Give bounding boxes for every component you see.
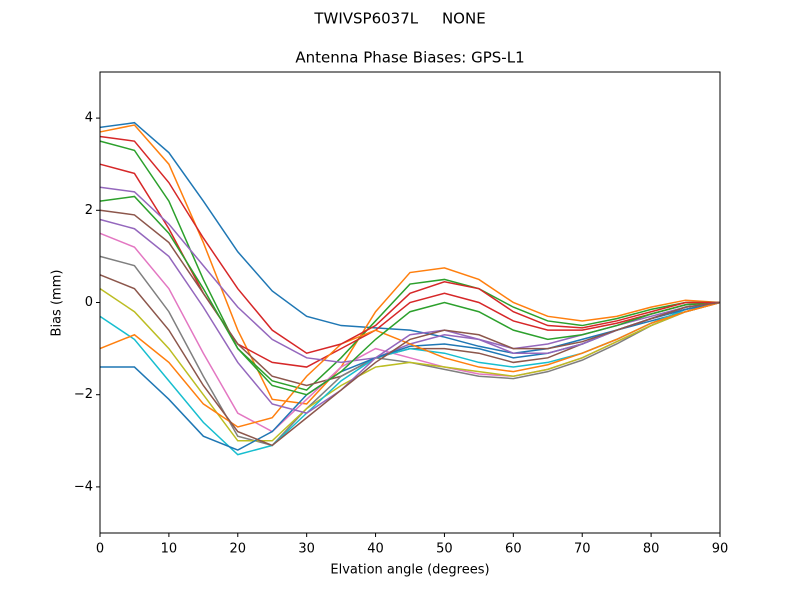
- series-line: [99, 140, 720, 391]
- x-tick-label: 60: [505, 542, 522, 557]
- y-tick-label: −4: [74, 479, 93, 494]
- chart-title: Antenna Phase Biases: GPS-L1: [295, 49, 524, 67]
- x-tick-label: 90: [712, 542, 729, 557]
- plot-frame: [99, 71, 721, 534]
- series-line: [99, 209, 721, 387]
- series-line: [99, 288, 721, 442]
- x-tick-label: 40: [367, 542, 384, 557]
- series-line: [99, 232, 721, 433]
- x-tick-label: 10: [161, 542, 178, 557]
- series-line: [99, 135, 720, 355]
- series-line: [100, 301, 721, 451]
- y-tick-label: −2: [74, 387, 93, 402]
- series-line: [99, 124, 721, 405]
- x-axis-label: Elvation angle (degrees): [330, 563, 489, 578]
- x-tick-label: 50: [436, 542, 453, 557]
- suptitle: TWIVSP6037L NONE: [313, 10, 485, 28]
- x-tick-label: 0: [96, 542, 104, 557]
- x-tick-label: 30: [298, 542, 315, 557]
- y-axis-label: Bias (mm): [50, 270, 65, 337]
- y-tick-label: 4: [85, 111, 93, 126]
- x-tick-label: 20: [230, 542, 247, 557]
- x-tick-label: 70: [574, 542, 591, 557]
- series-line: [99, 301, 721, 456]
- x-tick-label: 80: [643, 542, 660, 557]
- series-line: [99, 274, 721, 447]
- series-line: [99, 195, 721, 396]
- y-tick-label: 2: [85, 203, 93, 218]
- series-line: [99, 301, 721, 428]
- y-tick-label: 0: [85, 295, 93, 310]
